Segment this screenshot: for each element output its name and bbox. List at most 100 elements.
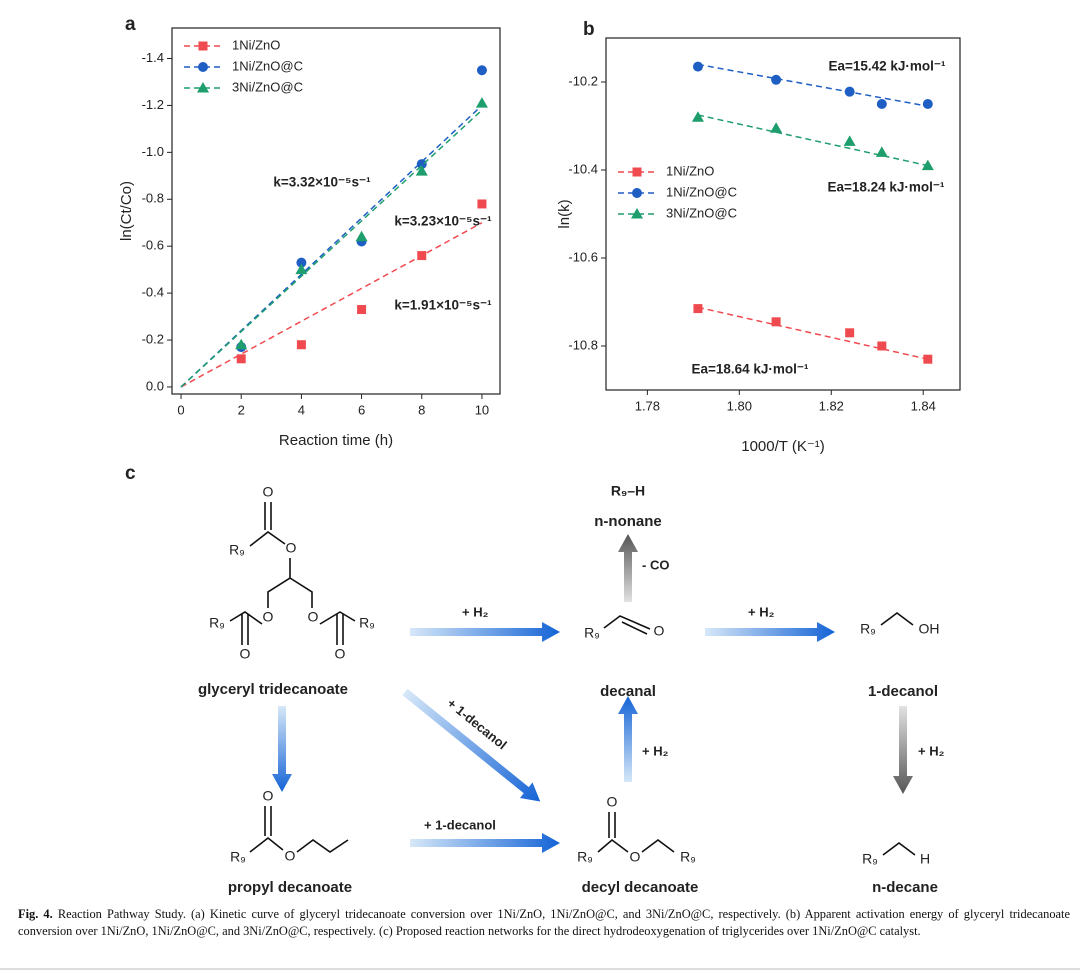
atom: O — [335, 646, 346, 662]
structure — [597, 812, 675, 853]
atom: R₉–H — [611, 483, 645, 499]
fit-line — [180, 104, 483, 388]
caption-label: Fig. 4. — [18, 907, 53, 921]
arrow — [402, 688, 541, 802]
legend-label: 1Ni/ZnO — [232, 37, 280, 52]
atom: OH — [919, 621, 940, 637]
annotation: Ea=18.24 kJ·mol⁻¹ — [827, 180, 945, 195]
atom: O — [630, 849, 641, 865]
atom: R₉ — [209, 615, 225, 631]
y-tick-label: -10.4 — [568, 161, 598, 176]
data-point — [296, 340, 306, 350]
data-point — [355, 230, 368, 242]
data-point — [770, 122, 783, 133]
data-point — [475, 97, 488, 108]
y-tick-label: -0.6 — [142, 238, 164, 253]
arrow — [410, 622, 560, 642]
atom: O — [654, 623, 665, 639]
arrow — [618, 696, 638, 782]
legend-marker — [197, 82, 209, 93]
structure — [603, 615, 651, 635]
compound-name: glyceryl tridecanoate — [198, 681, 348, 698]
x-axis-label: 1000/T (K⁻¹) — [741, 438, 825, 455]
legend-marker — [631, 208, 643, 219]
y-tick-label: -10.2 — [568, 73, 598, 88]
data-point — [771, 74, 782, 85]
data-point — [296, 257, 307, 268]
compound-name: 1-decanol — [868, 683, 938, 700]
fit-line — [697, 306, 928, 360]
data-point — [691, 111, 704, 122]
structure — [880, 612, 914, 626]
atom: H — [920, 851, 930, 867]
data-point — [922, 99, 933, 109]
annotation: Ea=18.64 kJ·mol⁻¹ — [691, 362, 809, 377]
data-point — [415, 165, 428, 176]
compound-name: decyl decanoate — [582, 879, 699, 896]
compound-name: decanal — [600, 683, 656, 700]
figure: c + H₂ + H₂ - CO + 1-decanol + 1-decanol… — [118, 14, 961, 896]
y-tick-label: -10.8 — [568, 337, 598, 352]
x-tick-label: 2 — [238, 402, 245, 417]
compound-name: n-nonane — [594, 513, 662, 530]
compound-name: propyl decanoate — [228, 879, 352, 896]
data-point — [876, 99, 887, 109]
atom: O — [286, 540, 297, 556]
atom: R₉ — [229, 542, 245, 558]
y-tick-label: -10.6 — [568, 249, 598, 264]
caption: Fig. 4. Reaction Pathway Study. (a) Kine… — [18, 906, 1070, 940]
data-point — [357, 305, 367, 315]
data-point — [875, 146, 888, 157]
data-point — [235, 338, 248, 350]
data-point — [923, 354, 933, 364]
x-tick-label: 1.82 — [819, 398, 844, 413]
y-tick-label: -1.0 — [142, 144, 164, 159]
atom: R₉ — [860, 621, 876, 637]
data-point — [417, 251, 427, 261]
arrow — [618, 534, 638, 602]
compound-name: n-decane — [872, 879, 938, 896]
annotation: k=3.23×10⁻⁵s⁻¹ — [394, 214, 492, 229]
data-point — [416, 159, 427, 170]
data-point — [693, 304, 703, 314]
legend-marker — [632, 188, 642, 198]
structure — [882, 842, 916, 856]
fit-line — [180, 109, 483, 388]
data-point — [295, 263, 308, 275]
data-point — [476, 65, 487, 76]
fit-line — [180, 222, 483, 388]
x-tick-label: 10 — [475, 402, 489, 417]
legend-label: 3Ni/ZnO@C — [666, 205, 737, 220]
y-tick-label: -1.2 — [142, 97, 164, 112]
legend-label: 1Ni/ZnO — [666, 163, 714, 178]
structure: O R₉ O R₉ O O R₉ O O — [209, 484, 375, 662]
data-point — [877, 341, 887, 351]
y-tick-label: -0.2 — [142, 331, 164, 346]
fit-line — [697, 114, 928, 167]
atom: O — [263, 609, 274, 625]
atom: R₉ — [680, 849, 696, 865]
plot-frame — [171, 27, 501, 395]
arrow — [272, 706, 292, 792]
plot-frame — [605, 37, 961, 391]
atom: R₉ — [584, 625, 600, 641]
data-point — [771, 317, 781, 327]
arrow-label: + H₂ — [918, 743, 945, 758]
atom: O — [263, 484, 274, 500]
arrow — [893, 706, 913, 794]
atom: O — [607, 794, 618, 810]
caption-text: Reaction Pathway Study. (a) Kinetic curv… — [18, 907, 1070, 938]
annotation: Ea=15.42 kJ·mol⁻¹ — [828, 59, 946, 74]
x-tick-label: 1.84 — [911, 398, 936, 413]
annotation: k=1.91×10⁻⁵s⁻¹ — [394, 298, 492, 313]
arrow-label: + H₂ — [642, 743, 669, 758]
data-point — [921, 159, 934, 171]
y-tick-label: -1.4 — [142, 50, 164, 65]
x-axis-label: Reaction time (h) — [279, 432, 393, 449]
panel-label: b — [583, 19, 595, 40]
panel-label: c — [125, 463, 136, 484]
y-axis-label: ln(k) — [556, 199, 573, 228]
legend-label: 3Ni/ZnO@C — [232, 79, 303, 94]
data-point — [844, 86, 855, 97]
annotation: k=3.32×10⁻⁵s⁻¹ — [273, 175, 371, 190]
